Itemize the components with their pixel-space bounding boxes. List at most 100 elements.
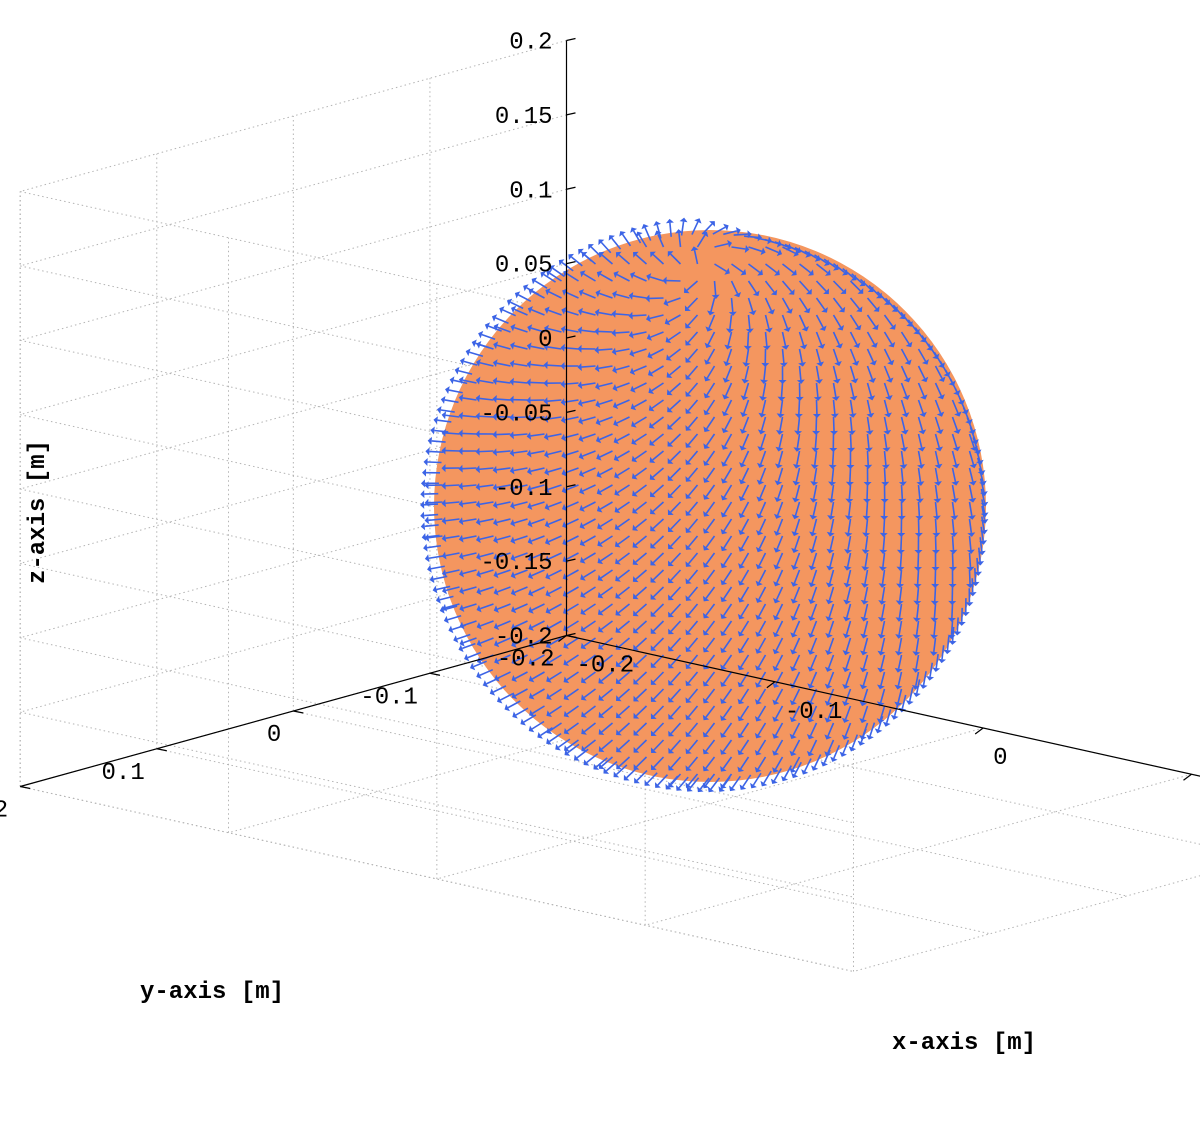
field-arrow <box>491 314 509 325</box>
field-arrow <box>754 756 767 773</box>
z-tick-label: 0.1 <box>509 178 552 205</box>
z-tick-mark <box>566 484 576 488</box>
z-tick-mark <box>566 186 576 190</box>
grid-line <box>293 710 1127 897</box>
field-arrow <box>510 569 528 579</box>
field-arrow <box>809 501 818 520</box>
field-arrow <box>707 777 721 793</box>
field-arrow <box>578 467 596 478</box>
field-arrow <box>493 620 511 631</box>
field-arrow <box>720 535 733 552</box>
field-arrow <box>862 501 871 520</box>
field-arrow <box>458 447 477 456</box>
field-arrow <box>702 569 716 585</box>
field-arrow <box>841 722 852 740</box>
field-arrow <box>781 765 793 782</box>
field-arrow <box>793 433 802 452</box>
field-arrow <box>883 399 892 418</box>
field-arrow <box>794 399 803 418</box>
field-arrow <box>825 637 835 655</box>
field-arrow <box>650 603 665 617</box>
field-arrow <box>739 433 750 451</box>
field-arrow <box>740 382 750 401</box>
field-arrow <box>546 705 562 718</box>
field-arrow <box>773 535 784 553</box>
field-arrow <box>905 687 914 705</box>
field-arrow <box>650 251 665 265</box>
field-arrow <box>876 688 886 707</box>
field-arrow <box>459 586 477 595</box>
field-arrow <box>772 637 784 655</box>
field-arrow <box>912 620 921 639</box>
field-arrow <box>631 416 647 428</box>
field-arrow <box>790 603 801 621</box>
field-arrow <box>646 273 664 282</box>
field-arrow <box>791 535 801 554</box>
field-arrow <box>745 314 754 333</box>
field-arrow <box>616 705 631 719</box>
field-arrow <box>917 433 926 452</box>
field-arrow <box>866 365 877 383</box>
field-arrow <box>703 535 716 551</box>
field-arrow <box>597 552 613 565</box>
field-arrow <box>702 688 716 704</box>
field-arrow <box>544 535 562 546</box>
field-arrow <box>720 603 733 619</box>
grid-line <box>853 875 1200 972</box>
field-arrow <box>650 620 665 634</box>
field-arrow <box>815 348 825 367</box>
field-arrow <box>527 306 545 316</box>
field-arrow <box>563 603 579 615</box>
field-arrow <box>531 277 548 289</box>
field-arrow <box>578 416 596 425</box>
field-arrow <box>615 552 630 565</box>
field-arrow <box>756 518 767 536</box>
field-arrow <box>475 412 494 421</box>
field-arrow <box>578 307 596 316</box>
field-arrow <box>929 637 938 656</box>
field-arrow <box>825 620 835 639</box>
field-arrow <box>650 569 665 583</box>
field-arrow <box>464 651 482 662</box>
field-arrow <box>442 586 460 595</box>
field-arrow <box>645 294 664 303</box>
field-arrow <box>754 722 767 739</box>
field-arrow <box>917 399 927 417</box>
field-arrow <box>629 365 647 376</box>
field-arrow <box>632 518 648 531</box>
field-arrow <box>667 484 682 498</box>
field-arrow <box>612 399 630 410</box>
field-arrow <box>801 758 812 775</box>
field-arrow <box>859 654 869 673</box>
field-arrow <box>703 501 716 517</box>
field-arrow <box>930 603 939 622</box>
field-arrow <box>729 775 741 792</box>
field-arrow <box>825 586 835 605</box>
field-arrow <box>563 654 579 667</box>
field-arrow <box>475 517 494 526</box>
field-arrow <box>632 535 648 548</box>
field-arrow <box>790 586 801 604</box>
field-arrow <box>760 770 772 787</box>
field-arrow <box>420 511 439 520</box>
grid-line <box>20 114 567 267</box>
field-arrow <box>427 436 446 445</box>
field-arrow <box>809 518 818 537</box>
field-arrow <box>493 552 511 561</box>
field-arrow <box>757 433 767 452</box>
field-arrow <box>465 348 484 358</box>
field-arrow <box>668 705 682 720</box>
y-axis-label: y-axis [m] <box>140 979 284 1006</box>
field-arrow <box>596 467 613 478</box>
field-arrow <box>445 386 463 394</box>
field-arrow <box>798 280 812 295</box>
field-arrow <box>934 365 946 382</box>
field-arrow <box>737 705 750 722</box>
field-arrow <box>843 569 852 588</box>
field-arrow <box>561 433 579 442</box>
field-arrow <box>685 603 699 618</box>
field-arrow <box>702 756 716 772</box>
z-axis-label: z-axis [m] <box>25 440 52 584</box>
field-arrow <box>685 433 699 448</box>
field-arrow <box>484 322 502 332</box>
